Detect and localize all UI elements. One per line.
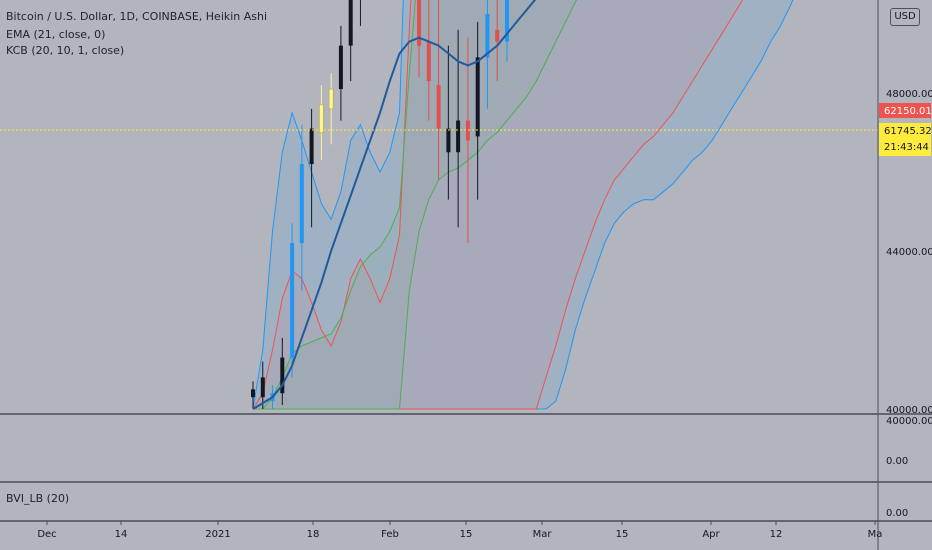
outer-upper-band bbox=[252, 0, 404, 410]
countdown-text: 21:43:44 bbox=[884, 142, 929, 153]
candle bbox=[338, 25, 343, 121]
candle bbox=[319, 85, 324, 161]
candle bbox=[426, 0, 431, 121]
currency-button[interactable]: USD bbox=[890, 8, 920, 26]
price-tick-label: 44000.00 bbox=[886, 247, 932, 258]
candle bbox=[299, 124, 304, 291]
candle bbox=[436, 0, 441, 180]
candle-body bbox=[456, 120, 461, 153]
candle-body bbox=[495, 29, 500, 42]
candle bbox=[446, 45, 451, 200]
time-tick-label: Ma bbox=[868, 529, 883, 540]
ema-series bbox=[252, 0, 537, 410]
candle-body bbox=[338, 45, 343, 89]
candle-body bbox=[299, 164, 304, 244]
price-label-high: 62150.01 bbox=[879, 103, 932, 118]
candle bbox=[290, 223, 295, 378]
candle-body bbox=[465, 120, 470, 141]
inner-band-fill bbox=[253, 0, 577, 409]
kcb-legend[interactable]: KCB (20, 10, 1, close) bbox=[6, 44, 125, 57]
candle bbox=[475, 21, 480, 200]
keltner-bands bbox=[252, 0, 794, 410]
inner-lower-band bbox=[253, 0, 578, 410]
candle-body bbox=[260, 377, 265, 398]
time-tick-label: Dec bbox=[37, 529, 56, 540]
lower-pane-tick-2: 0.00 bbox=[886, 508, 908, 519]
ema-legend[interactable]: EMA (21, close, 0) bbox=[6, 28, 106, 41]
candle bbox=[359, 0, 361, 26]
candle-body bbox=[485, 14, 490, 58]
time-axis[interactable]: Dec 14 2021 18 Feb 15 Mar 15 Apr 12 Ma bbox=[37, 521, 882, 540]
candle bbox=[260, 361, 265, 409]
candle-body bbox=[328, 88, 334, 110]
time-tick-label: Apr bbox=[702, 529, 720, 540]
candle-body bbox=[417, 0, 422, 46]
candle-body bbox=[251, 389, 255, 398]
bvi-legend[interactable]: BVI_LB (20) bbox=[6, 492, 70, 505]
lower-pane-1 bbox=[0, 414, 878, 482]
candle-body bbox=[505, 0, 509, 42]
price-axis[interactable]: 68000.0064000.0060000.0056000.0052000.00… bbox=[886, 0, 932, 427]
price-tick-label: 40000.00 bbox=[886, 416, 932, 427]
price-tick-label: 40000.00 bbox=[886, 405, 932, 416]
lower-pane-ticks: 0.00 0.00 bbox=[886, 456, 908, 519]
candle-body bbox=[426, 41, 431, 82]
time-tick-label: 15 bbox=[460, 529, 473, 540]
outer-band-fill bbox=[253, 0, 793, 409]
ema-line bbox=[252, 0, 537, 410]
candle-body bbox=[309, 128, 314, 165]
candle bbox=[309, 108, 314, 228]
candle bbox=[280, 337, 285, 406]
candle bbox=[456, 29, 461, 228]
candle bbox=[328, 73, 334, 145]
candle bbox=[417, 0, 422, 78]
candle-body bbox=[319, 104, 324, 133]
chart-title[interactable]: Bitcoin / U.S. Dollar, 1D, COINBASE, Hei… bbox=[6, 10, 268, 23]
candle bbox=[251, 381, 255, 409]
candle bbox=[505, 0, 509, 62]
candle bbox=[495, 0, 500, 82]
candle-body bbox=[290, 243, 295, 358]
candle-body bbox=[436, 85, 441, 129]
time-tick-label: 14 bbox=[115, 529, 128, 540]
candle bbox=[485, 0, 490, 109]
price-label-high-text: 62150.01 bbox=[884, 106, 932, 117]
inner-upper-band bbox=[253, 0, 416, 410]
candle-body bbox=[446, 128, 451, 153]
time-tick-label: Feb bbox=[381, 529, 399, 540]
candle-body bbox=[475, 57, 480, 137]
lower-pane-tick-1: 0.00 bbox=[886, 456, 908, 467]
mid-band-fill bbox=[253, 0, 743, 409]
time-tick-label: 12 bbox=[770, 529, 783, 540]
candle bbox=[348, 0, 353, 82]
price-label-last-text: 61745.32 bbox=[884, 126, 932, 137]
candle bbox=[465, 37, 470, 244]
time-tick-label: Mar bbox=[533, 529, 553, 540]
time-tick-label: 18 bbox=[307, 529, 320, 540]
candle-body bbox=[280, 357, 285, 394]
price-tick-label: 48000.00 bbox=[886, 89, 932, 100]
time-tick-label: 2021 bbox=[205, 529, 230, 540]
time-tick-label: 15 bbox=[616, 529, 629, 540]
price-label-last: 61745.32 21:43:44 bbox=[879, 123, 932, 156]
candle-body bbox=[348, 0, 353, 46]
